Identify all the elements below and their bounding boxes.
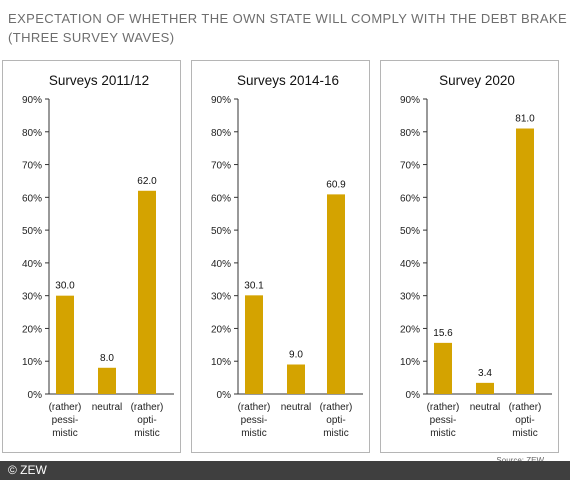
x-category-label: (rather) <box>427 402 460 413</box>
chart-panel-3-title: Survey 2020 <box>439 73 515 88</box>
y-tick-label: 90% <box>400 95 420 106</box>
x-category-label: pessi- <box>430 415 457 426</box>
copyright-footer: © ZEW <box>0 461 570 480</box>
chart-panel-2-border <box>191 60 370 453</box>
bar-value-label: 8.0 <box>100 353 114 364</box>
chart-panel-1-title: Surveys 2011/12 <box>49 73 149 88</box>
bar-value-label: 30.0 <box>55 281 75 292</box>
y-tick-label: 30% <box>211 292 231 303</box>
x-category-label: neutral <box>92 402 123 413</box>
y-tick-label: 90% <box>211 95 231 106</box>
source-note: Source: ZEW <box>496 456 544 465</box>
y-tick-label: 20% <box>22 324 42 335</box>
bar-3-2 <box>476 382 494 394</box>
bar-value-label: 3.4 <box>478 368 492 379</box>
x-category-label: pessi- <box>52 415 79 426</box>
chart-title-line-1: EXPECTATION OF WHETHER THE OWN STATE WIL… <box>8 11 568 26</box>
y-tick-label: 20% <box>400 324 420 335</box>
y-tick-label: 0% <box>28 390 43 401</box>
y-tick-label: 30% <box>400 292 420 303</box>
x-category-label: mistic <box>241 428 267 439</box>
chart-title: EXPECTATION OF WHETHER THE OWN STATE WIL… <box>8 9 568 47</box>
y-tick-label: 10% <box>400 357 420 368</box>
y-tick-label: 60% <box>400 193 420 204</box>
y-tick-label: 70% <box>22 161 42 172</box>
bar-value-label: 81.0 <box>515 114 535 125</box>
y-tick-label: 10% <box>22 357 42 368</box>
y-tick-label: 10% <box>211 357 231 368</box>
x-category-label: opti- <box>515 415 534 426</box>
chart-title-line-2: (THREE SURVEY WAVES) <box>8 30 175 45</box>
y-tick-label: 60% <box>211 193 231 204</box>
bar-1-2 <box>98 367 116 394</box>
y-tick-label: 50% <box>211 226 231 237</box>
x-category-label: mistic <box>512 428 538 439</box>
bar-2-2 <box>287 364 305 394</box>
y-tick-label: 60% <box>22 193 42 204</box>
bar-value-label: 60.9 <box>326 179 346 190</box>
y-tick-label: 80% <box>400 128 420 139</box>
y-tick-label: 50% <box>400 226 420 237</box>
chart-panel-3-border <box>380 60 559 453</box>
bar-2-3 <box>327 194 345 394</box>
x-category-label: mistic <box>134 428 160 439</box>
y-tick-label: 40% <box>22 259 42 270</box>
y-tick-label: 80% <box>22 128 42 139</box>
x-category-label: mistic <box>52 428 78 439</box>
x-category-label: neutral <box>470 402 501 413</box>
y-tick-label: 40% <box>400 259 420 270</box>
bar-1-3 <box>138 190 156 394</box>
chart-panel-2-title: Surveys 2014-16 <box>237 73 339 88</box>
x-category-label: mistic <box>430 428 456 439</box>
bar-2-1 <box>245 295 263 394</box>
bar-3-1 <box>434 342 452 394</box>
x-category-label: opti- <box>137 415 156 426</box>
x-category-label: (rather) <box>238 402 271 413</box>
x-category-label: (rather) <box>320 402 353 413</box>
y-tick-label: 0% <box>406 390 421 401</box>
y-tick-label: 50% <box>22 226 42 237</box>
chart-panel-1-border <box>2 60 181 453</box>
bar-value-label: 15.6 <box>433 328 453 339</box>
x-category-label: pessi- <box>241 415 268 426</box>
y-tick-label: 70% <box>211 161 231 172</box>
charts-area: Surveys 2011/12 0% 10% 20% 30% 40% 50% 60% 70% 80… <box>0 60 570 460</box>
bar-1-1 <box>56 295 74 394</box>
bar-3-3 <box>516 128 534 394</box>
bar-value-label: 9.0 <box>289 350 303 361</box>
bar-value-label: 30.1 <box>244 280 264 291</box>
bar-value-label: 62.0 <box>137 176 157 187</box>
x-category-label: (rather) <box>509 402 542 413</box>
x-category-label: neutral <box>281 402 312 413</box>
x-category-label: opti- <box>326 415 345 426</box>
y-tick-label: 80% <box>211 128 231 139</box>
y-tick-label: 20% <box>211 324 231 335</box>
survey-bar-charts: Surveys 2011/12 0% 10% 20% 30% 40% 50% 60% 70% 80… <box>2 60 559 453</box>
y-tick-label: 90% <box>22 95 42 106</box>
y-tick-label: 70% <box>400 161 420 172</box>
y-tick-label: 40% <box>211 259 231 270</box>
x-category-label: mistic <box>323 428 349 439</box>
y-tick-label: 30% <box>22 292 42 303</box>
x-category-label: (rather) <box>131 402 164 413</box>
x-category-label: (rather) <box>49 402 82 413</box>
y-tick-label: 0% <box>217 390 232 401</box>
